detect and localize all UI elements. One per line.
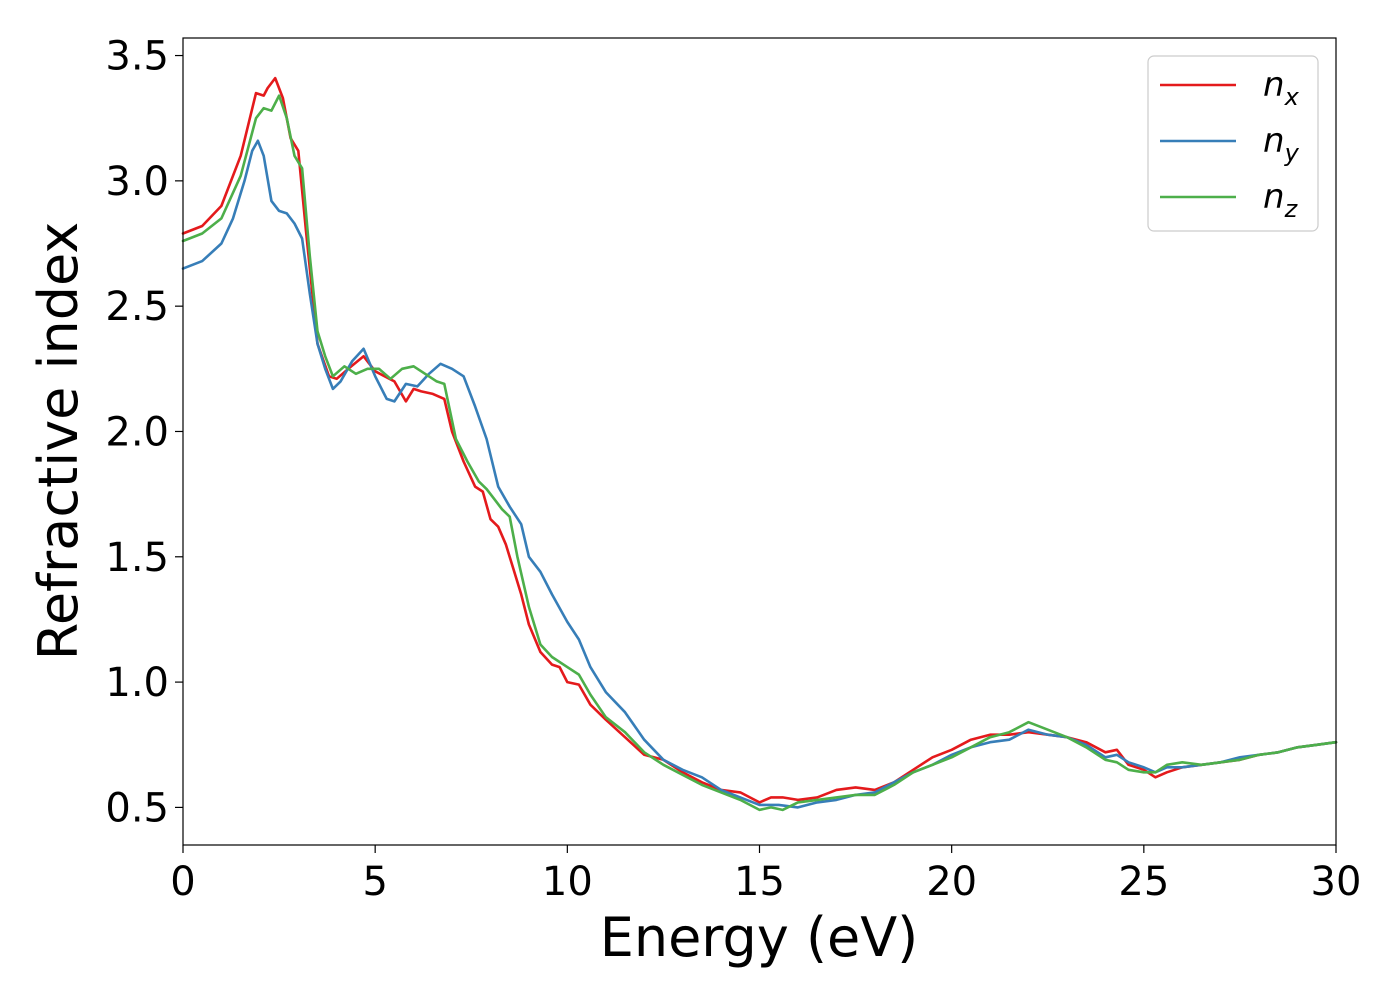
legend-box [1147,55,1319,232]
legend-label-subscript: z [1284,195,1299,223]
x-tick-label: 10 [542,859,593,905]
y-axis-ticks: 0.5 1.0 1.5 2.0 2.5 3.0 3.5 [105,34,183,831]
legend-label-base: n [1263,121,1285,161]
y-tick-label: 2.0 [105,409,169,455]
legend-label-subscript: y [1284,139,1300,167]
y-tick-label: 1.5 [105,535,169,581]
legend-label-base: n [1263,65,1285,105]
legend-label-z: nz [1263,177,1299,223]
legend-label-base: n [1263,177,1285,217]
y-tick-label: 1.0 [105,660,169,706]
x-tick-label: 15 [734,859,785,905]
x-axis-label: Energy (eV) [600,906,919,969]
legend-label-x: nx [1263,65,1300,111]
x-tick-label: 5 [362,859,387,905]
x-tick-label: 0 [170,859,195,905]
series-line-z [181,94,1338,812]
x-tick-label: 20 [926,859,977,905]
legend-label-subscript: x [1284,83,1300,111]
y-tick-label: 3.0 [105,159,169,205]
y-tick-label: 2.5 [105,284,169,330]
y-tick-label: 3.5 [105,34,169,80]
x-tick-label: 25 [1118,859,1169,905]
x-tick-label: 30 [1311,859,1362,905]
series-layer [181,76,1338,812]
series-line-y [181,139,1338,809]
x-axis-ticks: 0 5 10 15 20 25 30 [170,845,1361,905]
y-axis-label: Refractive index [27,222,90,661]
legend-label-y: ny [1263,121,1300,167]
y-tick-label: 0.5 [105,785,169,831]
